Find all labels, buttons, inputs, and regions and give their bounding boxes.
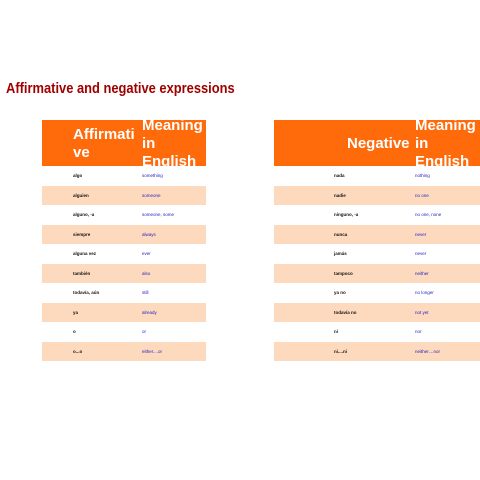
header-meaning: Meaning in English xyxy=(415,116,476,170)
expression-cell: jamás xyxy=(334,251,347,257)
meaning-cell: always xyxy=(142,231,156,237)
header-affirmative: Affirmative xyxy=(73,125,135,161)
meaning-cell: no one, none xyxy=(415,212,442,218)
table-row: ya no no longer xyxy=(274,283,480,303)
negative-table-header: Negative Meaning in English xyxy=(274,116,480,170)
meaning-cell: something xyxy=(142,173,163,179)
meaning-cell: never xyxy=(415,231,427,237)
meaning-cell: still xyxy=(142,290,149,296)
meaning-cell: also xyxy=(142,270,151,276)
expression-cell: ninguno, -a xyxy=(334,212,359,218)
table-row: ni....ni neither....nor xyxy=(274,341,480,361)
expression-cell: alguien xyxy=(73,192,89,198)
expression-cell: tampoco xyxy=(334,270,353,276)
expression-cell: ya xyxy=(73,309,79,315)
table-row: también also xyxy=(42,263,206,283)
table-row: jamás never xyxy=(274,244,480,264)
table-row: todavía, aún still xyxy=(42,283,206,303)
expression-cell: siempre xyxy=(73,231,91,237)
expression-cell: o xyxy=(73,329,76,335)
meaning-cell: either....or xyxy=(142,348,163,354)
meaning-cell: not yet xyxy=(415,309,429,315)
expression-cell: o...o xyxy=(73,348,83,354)
expression-cell: nadie xyxy=(334,192,346,198)
header-meaning: Meaning in English xyxy=(142,116,203,170)
expression-cell: algo xyxy=(73,173,83,179)
expression-cell: alguna vez xyxy=(73,251,97,257)
meaning-cell: never xyxy=(415,251,427,257)
expression-cell: también xyxy=(73,270,91,276)
table-row: ya already xyxy=(42,302,206,322)
meaning-cell: no one xyxy=(415,192,429,198)
table-row: alguna vez ever xyxy=(42,244,206,264)
expression-cell: ni....ni xyxy=(334,348,347,354)
table-row: o or xyxy=(42,322,206,342)
meaning-cell: nothing xyxy=(415,173,430,179)
table-row: nadie no one xyxy=(274,185,480,205)
meaning-cell: or xyxy=(142,329,147,335)
table-row: nada nothing xyxy=(274,166,480,186)
table-row: ninguno, -a no one, none xyxy=(274,205,480,225)
expression-cell: ni xyxy=(334,329,338,335)
meaning-cell: nor xyxy=(415,329,422,335)
meaning-cell: someone xyxy=(142,192,161,198)
expression-cell: alguno, -a xyxy=(73,212,95,218)
expression-cell: todavía no xyxy=(334,309,357,315)
expression-cell: todavía, aún xyxy=(73,290,100,296)
meaning-cell: ever xyxy=(142,251,151,257)
expression-cell: ya no xyxy=(334,290,346,296)
table-row: nunca never xyxy=(274,224,480,244)
table-row: siempre always xyxy=(42,224,206,244)
expression-cell: nunca xyxy=(334,231,348,237)
expression-cell: nada xyxy=(334,173,345,179)
meaning-cell: neither xyxy=(415,270,429,276)
meaning-cell: neither....nor xyxy=(415,348,441,354)
affirmative-table: Affirmative Meaning in English algo somet… xyxy=(42,116,206,361)
table-row: tampoco neither xyxy=(274,263,480,283)
table-row: algo something xyxy=(42,166,206,186)
meaning-cell: no longer xyxy=(415,290,434,296)
meaning-cell: already xyxy=(142,309,157,315)
table-row: alguien someone xyxy=(42,185,206,205)
table-row: alguno, -a someone, some xyxy=(42,205,206,225)
page-title: Affirmative and negative expressions xyxy=(6,80,235,97)
header-negative: Negative xyxy=(347,134,410,152)
affirmative-table-header: Affirmative Meaning in English xyxy=(42,116,206,170)
table-row: todavía no not yet xyxy=(274,302,480,322)
table-row: o...o either....or xyxy=(42,341,206,361)
table-row: ni nor xyxy=(274,322,480,342)
negative-table: Negative Meaning in English nada nothing n… xyxy=(274,116,480,361)
meaning-cell: someone, some xyxy=(142,212,175,218)
